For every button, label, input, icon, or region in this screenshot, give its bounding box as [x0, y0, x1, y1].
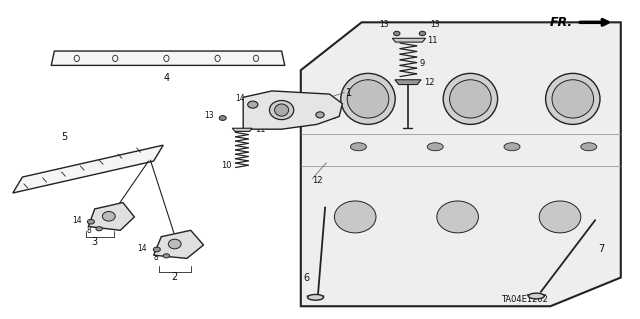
Text: 14: 14: [138, 244, 147, 253]
Ellipse shape: [540, 201, 581, 233]
Ellipse shape: [394, 31, 400, 36]
Text: 6: 6: [303, 272, 310, 283]
Text: FR.: FR.: [550, 16, 573, 29]
Text: 11: 11: [428, 36, 438, 45]
Ellipse shape: [428, 143, 444, 151]
Ellipse shape: [552, 80, 593, 118]
Ellipse shape: [307, 294, 323, 300]
Polygon shape: [13, 145, 163, 193]
Text: 12: 12: [312, 176, 323, 185]
Ellipse shape: [528, 293, 544, 299]
Ellipse shape: [419, 31, 426, 36]
Text: 14: 14: [72, 216, 82, 225]
Text: 1: 1: [346, 87, 352, 98]
Ellipse shape: [335, 201, 376, 233]
Text: 13: 13: [204, 111, 214, 120]
Ellipse shape: [443, 73, 498, 124]
Text: 13: 13: [379, 20, 388, 29]
Ellipse shape: [163, 254, 170, 258]
Polygon shape: [395, 80, 421, 85]
Text: 8: 8: [330, 112, 335, 121]
Text: 11: 11: [255, 125, 265, 134]
Ellipse shape: [347, 80, 389, 118]
Ellipse shape: [437, 201, 479, 233]
Text: 4: 4: [163, 73, 170, 83]
Text: 9: 9: [419, 59, 424, 68]
Text: 3: 3: [92, 237, 98, 247]
Ellipse shape: [449, 80, 492, 118]
Polygon shape: [88, 203, 134, 230]
Text: 5: 5: [61, 132, 67, 142]
Ellipse shape: [87, 219, 95, 224]
Polygon shape: [243, 91, 342, 129]
Text: 10: 10: [221, 161, 232, 170]
Ellipse shape: [219, 116, 227, 121]
Ellipse shape: [248, 101, 258, 108]
Ellipse shape: [168, 239, 181, 249]
Polygon shape: [51, 51, 285, 65]
Ellipse shape: [340, 73, 396, 124]
Text: 8: 8: [87, 226, 92, 235]
Ellipse shape: [504, 143, 520, 151]
Ellipse shape: [351, 143, 367, 151]
Polygon shape: [301, 22, 621, 306]
Ellipse shape: [581, 143, 597, 151]
Ellipse shape: [96, 226, 102, 231]
Text: 12: 12: [424, 78, 434, 87]
Text: TA04E1202: TA04E1202: [501, 295, 548, 304]
Text: 7: 7: [598, 244, 605, 254]
Ellipse shape: [102, 211, 115, 221]
Text: 14: 14: [235, 94, 244, 103]
Ellipse shape: [316, 112, 324, 118]
Ellipse shape: [275, 104, 289, 116]
Text: 13: 13: [430, 20, 440, 29]
Polygon shape: [154, 230, 204, 258]
Polygon shape: [392, 38, 426, 42]
Ellipse shape: [269, 100, 294, 120]
Text: 2: 2: [171, 272, 177, 282]
Ellipse shape: [154, 247, 161, 252]
Text: 8: 8: [154, 253, 158, 262]
Polygon shape: [232, 128, 252, 131]
Ellipse shape: [545, 73, 600, 124]
